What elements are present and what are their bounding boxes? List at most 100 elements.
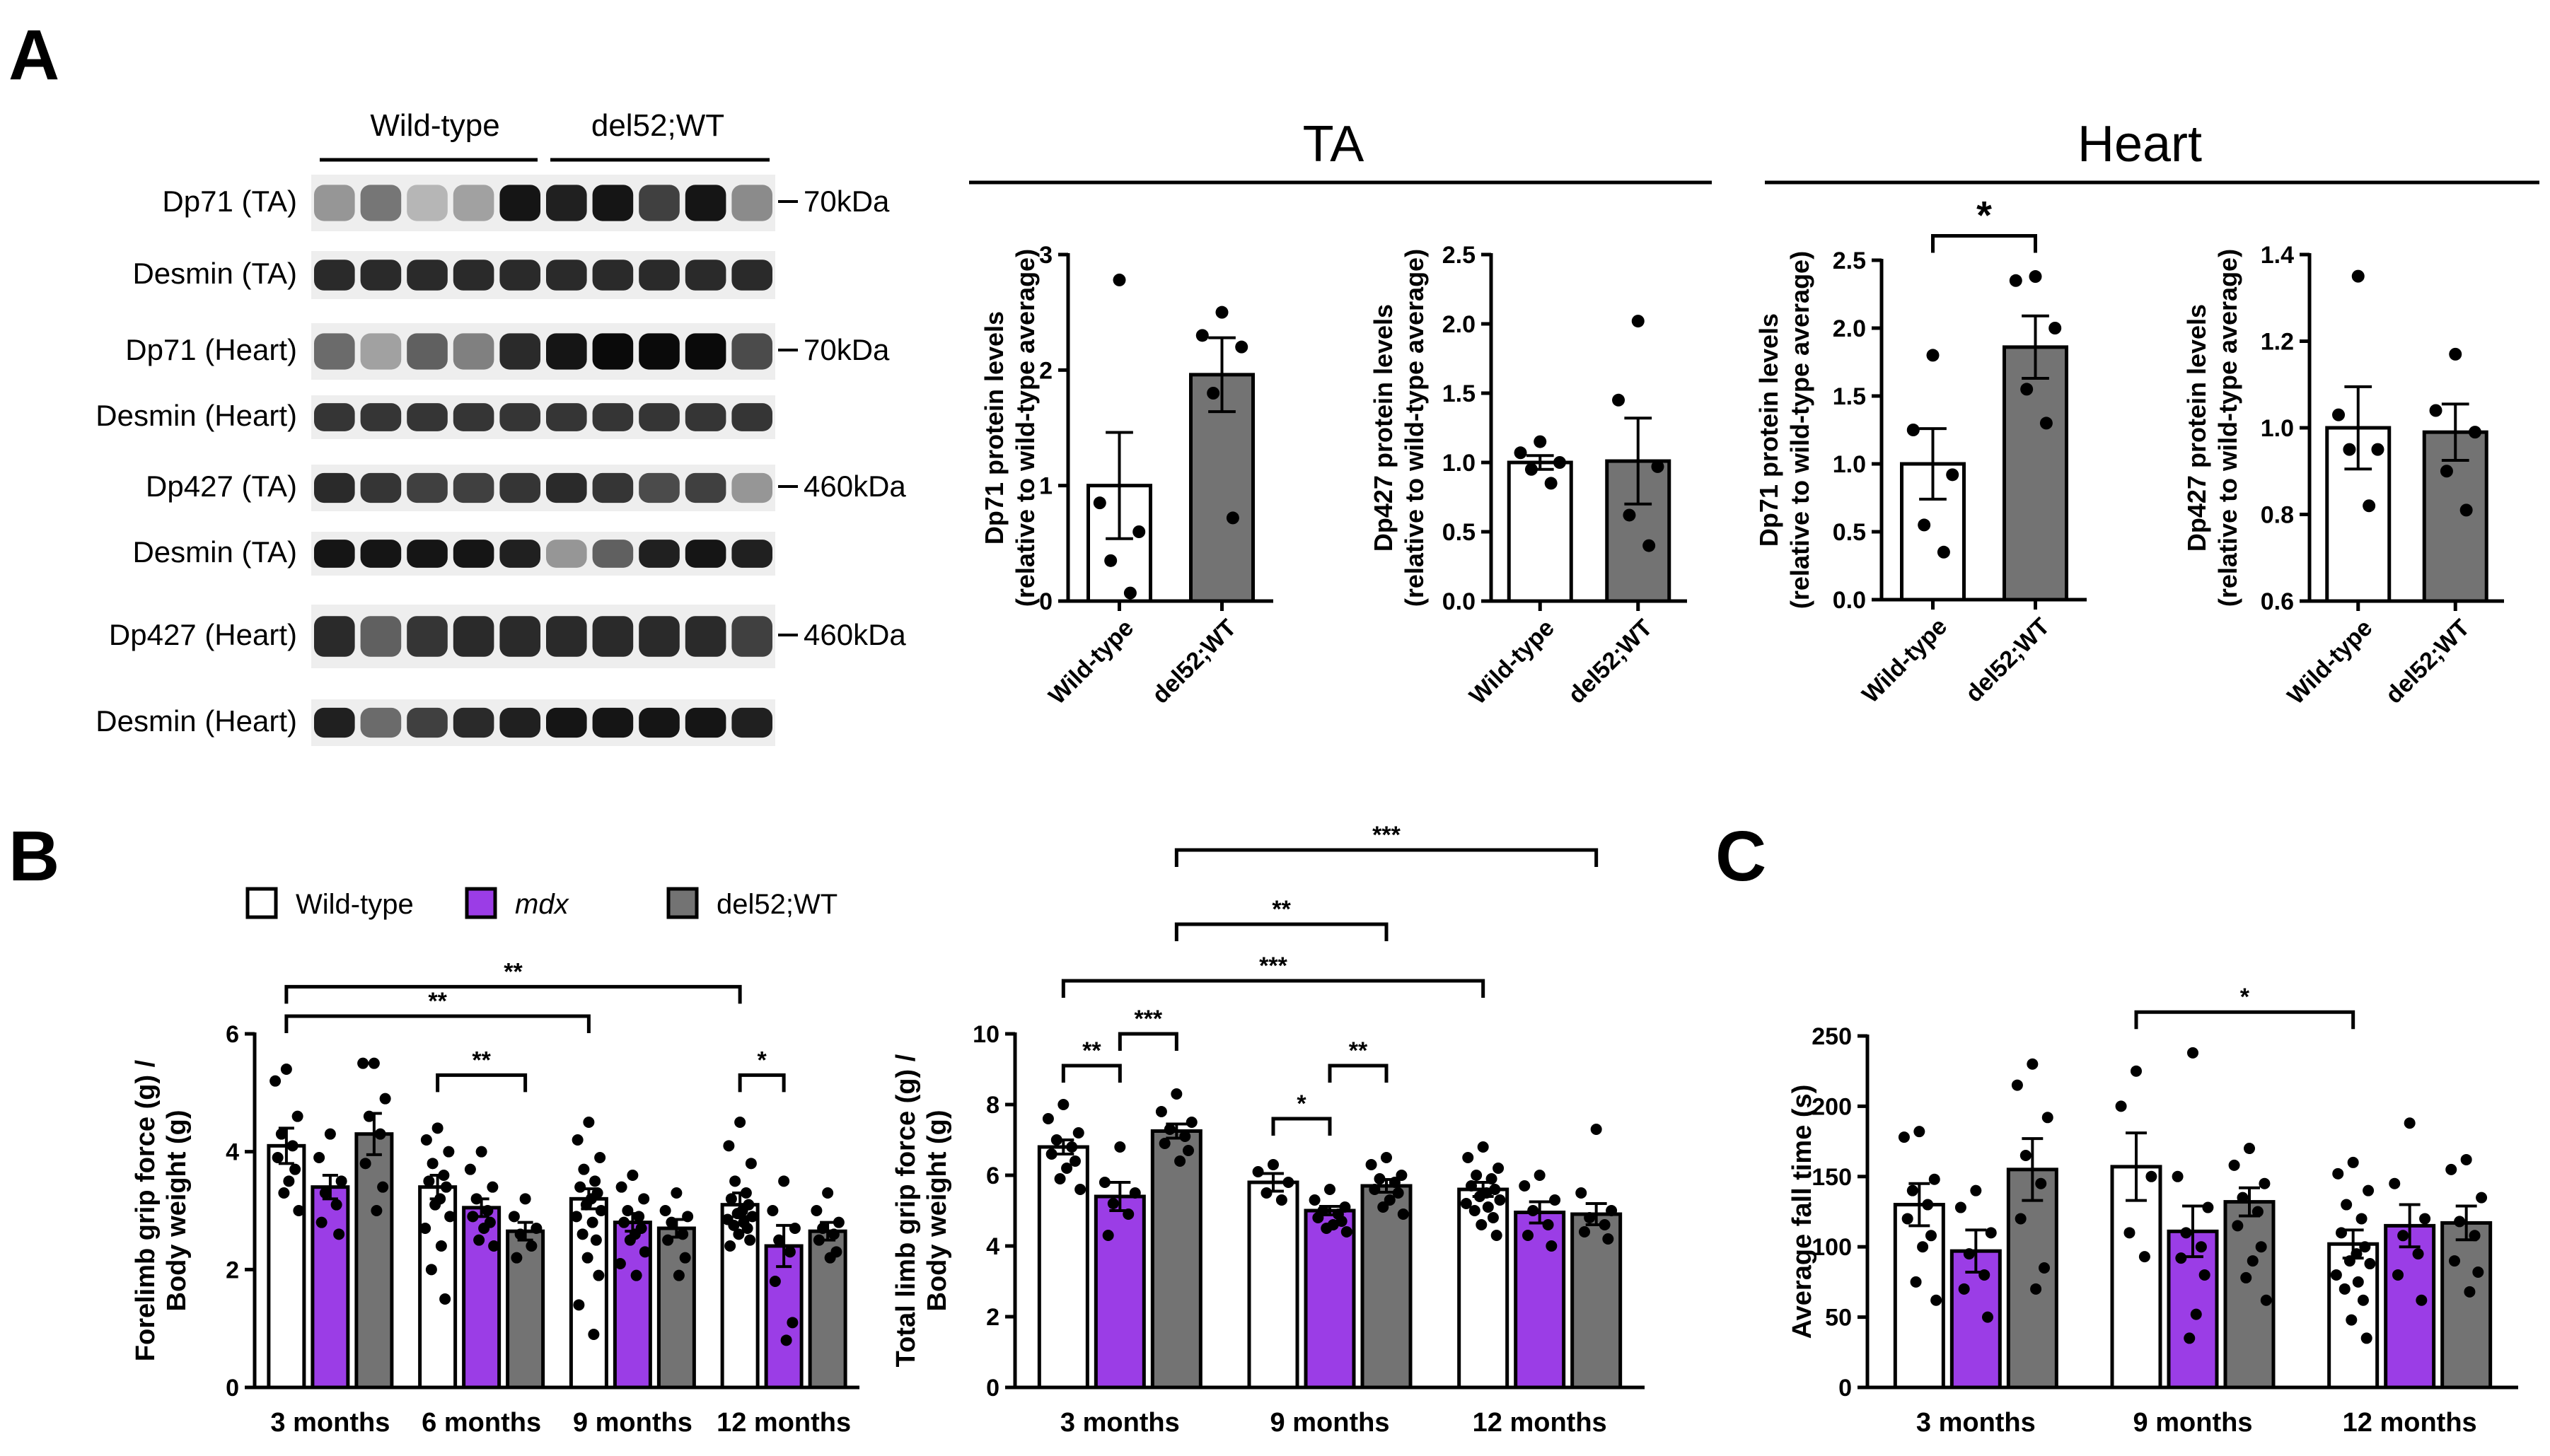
data-point	[473, 1234, 485, 1246]
y-tick-label: 0.6	[2261, 588, 2294, 615]
data-point	[1471, 1170, 1483, 1181]
bar-del52-wt	[1150, 1129, 1202, 1390]
data-point	[291, 1110, 303, 1122]
data-point	[2255, 1241, 2267, 1253]
data-point	[419, 1223, 431, 1234]
data-point	[1546, 1240, 1558, 1252]
data-point	[2336, 1227, 2348, 1239]
data-point	[1102, 1230, 1114, 1241]
blot-band	[360, 472, 402, 503]
blot-band	[499, 185, 540, 221]
data-point	[734, 1117, 746, 1128]
y-tick-label: 2	[226, 1257, 239, 1283]
blot-band	[546, 472, 587, 503]
significance-label: ***	[1259, 953, 1287, 979]
blot-band	[731, 540, 772, 568]
data-point	[1174, 1155, 1186, 1167]
data-point	[627, 1170, 639, 1181]
data-point	[1584, 1212, 1596, 1223]
data-point	[1392, 1187, 1404, 1199]
data-point	[1527, 1205, 1539, 1216]
y-tick-label: 1.4	[2261, 242, 2294, 269]
data-point	[357, 1057, 369, 1069]
data-point	[2175, 1252, 2187, 1264]
data-point	[440, 1181, 452, 1193]
data-point	[2346, 1314, 2358, 1326]
blot-band	[499, 707, 540, 738]
y-tick-label: 150	[1812, 1164, 1852, 1191]
blot-band	[360, 707, 402, 738]
data-point	[2145, 1170, 2157, 1182]
data-point	[2184, 1332, 2196, 1344]
data-point	[475, 1146, 487, 1158]
y-axis-label: (relative to wild-type average)	[1011, 249, 1040, 607]
data-point	[1374, 1173, 1386, 1184]
bar-mdx	[2384, 1223, 2436, 1390]
data-point	[622, 1205, 634, 1216]
data-point	[633, 1211, 645, 1223]
data-point	[508, 1211, 520, 1223]
data-point	[2015, 1213, 2027, 1225]
significance-label: *	[1297, 1090, 1306, 1117]
data-point	[746, 1211, 758, 1223]
data-point	[2468, 426, 2481, 439]
data-point	[1963, 1248, 1975, 1260]
blot-band	[592, 403, 634, 431]
blot-marker-label: 70kDa	[804, 185, 890, 218]
bar-del52-wt	[2003, 345, 2068, 602]
data-point	[1397, 1209, 1409, 1220]
y-tick-label: 200	[1812, 1093, 1852, 1120]
legend-swatch-mdx	[465, 887, 497, 919]
blot-row-label: Dp427 (TA)	[146, 470, 297, 503]
data-point	[1069, 1155, 1081, 1167]
data-point	[1104, 554, 1118, 567]
data-point	[2187, 1047, 2198, 1059]
data-point	[2030, 1283, 2042, 1295]
blot-band	[592, 707, 634, 738]
x-category-label: del52;WT	[1147, 615, 1241, 709]
blot-band	[314, 185, 355, 221]
x-category-label: Wild-type	[1464, 615, 1560, 710]
data-point	[511, 1252, 523, 1264]
y-tick-label: 1.0	[1442, 450, 1476, 477]
data-point	[1490, 1230, 1502, 1241]
data-point	[1066, 1141, 1078, 1153]
blot-band	[314, 403, 355, 431]
data-point	[1906, 424, 1920, 436]
data-point	[2251, 1206, 2264, 1218]
data-point	[374, 1128, 386, 1140]
significance-label: ***	[1134, 1006, 1162, 1032]
blot-band	[453, 472, 494, 503]
data-point	[1606, 1205, 1618, 1216]
blot-band	[639, 260, 680, 291]
data-point	[2459, 503, 2473, 517]
data-point	[1534, 1170, 1546, 1181]
data-point	[1898, 1131, 1910, 1143]
blot-band	[407, 185, 448, 221]
data-point	[2228, 1159, 2240, 1171]
panel-c-letter: C	[1715, 817, 1766, 896]
data-point	[2115, 1100, 2127, 1112]
panel-b-letter: B	[8, 817, 59, 896]
data-point	[1599, 1219, 1611, 1230]
data-point	[1226, 511, 1239, 525]
significance-label: *	[2240, 984, 2250, 1011]
data-point	[630, 1269, 642, 1281]
data-point	[2397, 1230, 2409, 1242]
blot-band	[453, 707, 494, 738]
data-point	[666, 1216, 678, 1228]
data-point	[1235, 340, 1248, 354]
x-category-label: 9 months	[1270, 1408, 1390, 1438]
blot-band	[499, 333, 540, 370]
data-point	[817, 1223, 829, 1234]
data-point	[1129, 1187, 1141, 1199]
x-category-label: del52;WT	[2380, 615, 2475, 709]
data-point	[594, 1152, 606, 1163]
data-point	[2011, 1079, 2023, 1091]
data-point	[1339, 1201, 1351, 1213]
data-point	[1057, 1099, 1070, 1110]
blot-marker-label: 460kDa	[804, 470, 906, 503]
data-point	[1054, 1173, 1066, 1184]
data-point	[615, 1181, 627, 1193]
chart-ta-dp427: 0.0 0.5 1.0 1.5 2.0 2.5 Dp427 protein levels (r…	[1369, 242, 1687, 710]
